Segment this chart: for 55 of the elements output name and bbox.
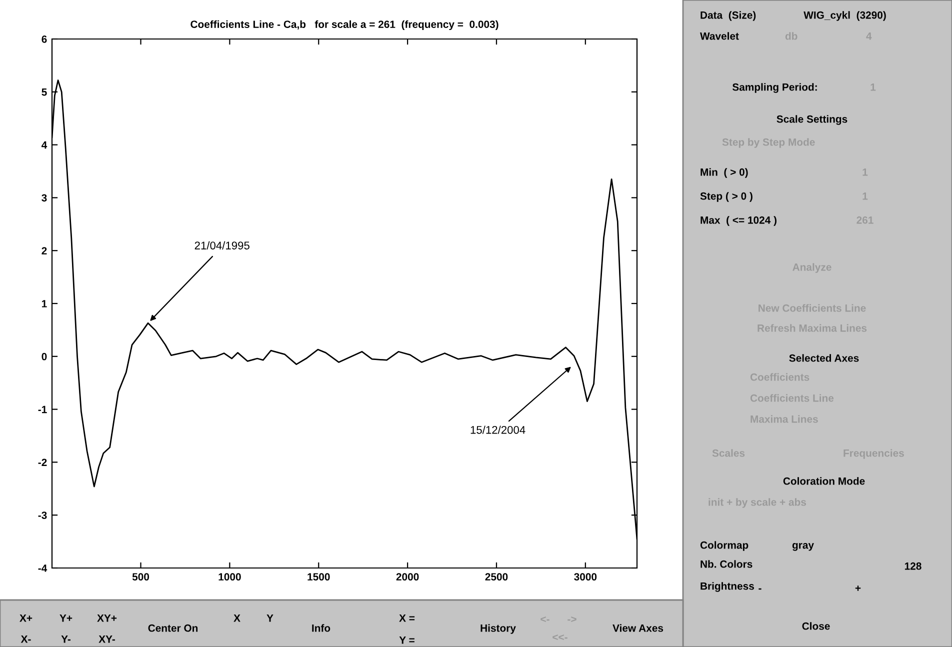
text: X+	[20, 614, 32, 622]
text: gray	[792, 543, 814, 551]
text: ->	[568, 616, 576, 622]
text: Y	[266, 614, 274, 622]
text: Info	[312, 624, 330, 632]
text: Nb. Colors	[700, 560, 752, 568]
text: 128	[904, 562, 922, 570]
text: Selected Axes	[789, 354, 859, 362]
chart-title: Coefficients Line - Ca,b for scale a = 261 (frequency = 0.003)	[190, 20, 498, 30]
text: <<-	[552, 634, 568, 640]
text: Center On	[148, 624, 198, 632]
annotation: 15/12/2004	[470, 426, 526, 434]
text: Step ( > 0 )	[700, 192, 752, 202]
y-tick-label: -2	[38, 458, 47, 466]
text: Coloration Mode	[783, 477, 865, 485]
x-tick-label: 1500	[308, 573, 330, 581]
annotation: 21/04/1995	[194, 241, 250, 250]
text: X	[234, 614, 240, 622]
y-tick-label: -4	[38, 564, 48, 572]
text: Max ( <= 1024 )	[700, 216, 776, 226]
x-tick-label: 1000	[218, 573, 241, 581]
text: Close	[802, 622, 830, 630]
text: Min ( > 0)	[700, 168, 748, 178]
y-tick-label: 6	[42, 36, 47, 43]
text: -	[758, 588, 762, 590]
text: WIG_cykl (3290)	[804, 11, 886, 21]
text: Brightness	[700, 582, 754, 592]
x-tick-label: 2000	[396, 573, 419, 581]
text: View Axes	[612, 624, 664, 632]
text: XY-	[98, 636, 115, 643]
text: X-	[20, 636, 31, 643]
y-tick-label: 4	[42, 141, 48, 149]
text: Y+	[60, 614, 72, 622]
text: Y =	[399, 636, 414, 644]
text: X =	[399, 614, 415, 622]
text: +	[855, 586, 861, 591]
text: XY+	[97, 614, 117, 622]
text: Scale Settings	[776, 115, 848, 125]
text: Colormap	[700, 541, 748, 551]
y-tick-label: 1	[42, 300, 47, 308]
x-tick-label: 2500	[485, 573, 508, 581]
x-tick-label: 3000	[574, 573, 597, 581]
text: <-	[540, 616, 550, 622]
text: Y-	[61, 636, 71, 643]
text: Sampling Period:	[732, 83, 817, 93]
x-tick-label: 500	[132, 573, 150, 581]
y-tick-label: -3	[38, 512, 47, 519]
y-tick-label: 3	[42, 194, 47, 202]
text: Wavelet	[700, 32, 739, 40]
y-tick-label: 2	[42, 247, 47, 254]
y-tick-label: 5	[42, 88, 47, 96]
text: History	[480, 624, 516, 634]
text: Data (Size)	[700, 11, 756, 21]
y-tick-label: -1	[38, 406, 47, 414]
y-tick-label: 0	[42, 352, 47, 360]
